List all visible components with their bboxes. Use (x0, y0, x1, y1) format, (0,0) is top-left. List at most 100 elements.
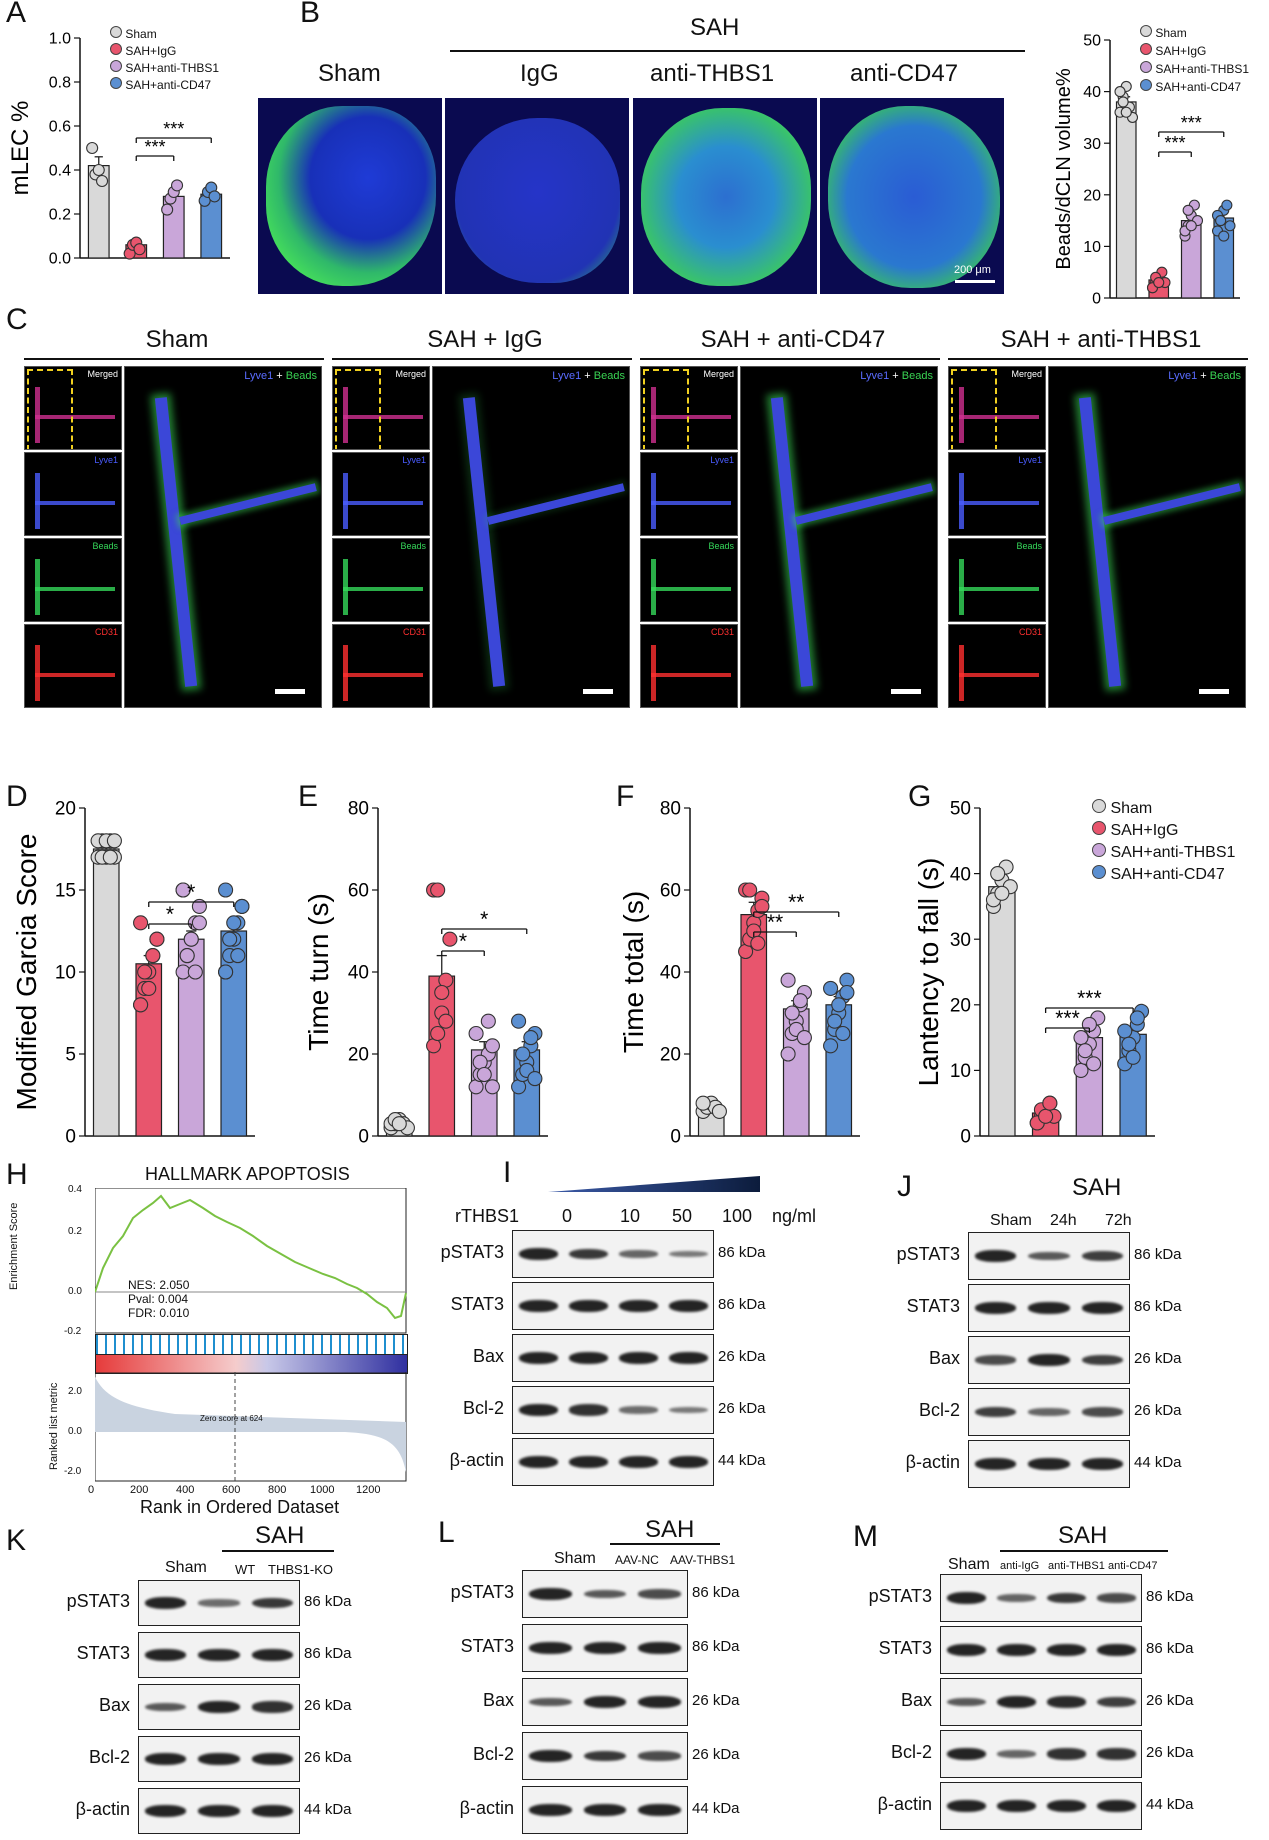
c-vessel-branch (651, 673, 731, 677)
blot-band (946, 1697, 986, 1707)
legend-dot-sham (1140, 25, 1152, 37)
b-img-title-cd47: anti-CD47 (850, 60, 959, 87)
data-point (1086, 1056, 1102, 1072)
c-vessel-branch (35, 501, 115, 505)
data-point (511, 1013, 527, 1029)
bar (1115, 101, 1137, 299)
blot-kda-label: 26 kDa (692, 1746, 740, 1763)
data-point (1073, 1062, 1089, 1078)
c-subpanel-label: Merged (703, 369, 734, 379)
y-tick-label: 0 (65, 1127, 76, 1148)
blot-row-label: Bcl-2 (462, 1398, 504, 1418)
c-group-rule (948, 358, 1248, 360)
blot-band (618, 1406, 658, 1414)
gsea-tick-4: -0.2 (64, 1326, 82, 1337)
c-vessel-branch-large (487, 483, 625, 525)
c-subpanel-merged: Merged (332, 366, 430, 450)
y-tick-label: 30 (950, 930, 971, 951)
panel-g-label: G (908, 780, 932, 813)
y-tick-label: 20 (950, 995, 971, 1016)
c-subpanel-cd31: CD31 (640, 624, 738, 708)
c-group-rule (24, 358, 324, 360)
bar (988, 886, 1016, 1137)
gsea-ranked-plot (95, 1372, 407, 1482)
data-point (226, 915, 242, 931)
b-image-igg (445, 98, 629, 294)
y-tick-label: 5 (65, 1045, 76, 1066)
y-axis-label: mLEC % (7, 101, 34, 196)
gsea-xtick: 400 (176, 1484, 195, 1496)
b-scale-bar (955, 280, 995, 283)
blot-band (529, 1750, 572, 1762)
blot-strip (512, 1282, 714, 1330)
blot-band (668, 1352, 708, 1364)
data-point (133, 915, 149, 931)
data-point (792, 993, 808, 1009)
blot-band (1028, 1302, 1070, 1314)
blot-row-label: Bcl-2 (88, 1747, 130, 1767)
gsea-pval: Pval: 0.004 (128, 1292, 189, 1306)
chart-e: 0 20 40 60 80 Time turn (s) * * (303, 799, 548, 1148)
y-tick-label: 1.0 (49, 31, 71, 48)
data-point (754, 898, 770, 914)
data-point (1215, 215, 1227, 227)
b-img-title-igg: IgG (520, 60, 559, 87)
blot-band (529, 1804, 572, 1816)
c-large-label-part: + (1197, 370, 1210, 382)
blot-band (518, 1456, 558, 1468)
blot-band (518, 1248, 558, 1260)
data-point (1153, 276, 1165, 289)
c-subpanel-label: Lyve1 (710, 455, 734, 465)
blot-band (996, 1750, 1036, 1758)
y-tick-label: 80 (348, 799, 369, 820)
blot-band (529, 1642, 572, 1654)
blot-row-label: Bax (482, 1690, 514, 1710)
data-point (218, 964, 234, 980)
data-point (823, 1038, 839, 1054)
blot-strip (512, 1386, 714, 1434)
c-vessel-branch (959, 415, 1039, 419)
c-vessel-branch-large (795, 483, 933, 525)
blot-band (583, 1804, 627, 1816)
blot-band (638, 1589, 681, 1599)
blot-band (996, 1696, 1036, 1708)
legend-dot-cd47 (1092, 865, 1106, 879)
blot-row-label: pSTAT3 (896, 1244, 960, 1264)
c-group-rule (640, 358, 940, 360)
gsea-xtick: 800 (268, 1484, 287, 1496)
blot-row-label: STAT3 (906, 1296, 960, 1316)
blot-band (1096, 1748, 1136, 1760)
gsea-xtick: 600 (222, 1484, 241, 1496)
data-point (1218, 230, 1230, 242)
data-point (175, 882, 191, 898)
blot-band (198, 1753, 240, 1765)
y-tick-label: 0.0 (49, 251, 71, 268)
blot-band (144, 1597, 187, 1609)
data-point (1120, 106, 1132, 118)
blot-band (1096, 1644, 1136, 1656)
y-tick-label: 50 (950, 799, 971, 820)
blot-band (198, 1649, 240, 1661)
blot-kda-label: 26 kDa (304, 1697, 352, 1714)
blot-kda-label: 26 kDa (304, 1749, 352, 1766)
c-vessel-branch (343, 587, 423, 591)
legend-dot-igg (110, 43, 122, 55)
panel-j-label: J (897, 1170, 912, 1203)
data-point (430, 882, 446, 898)
blot-band (144, 1649, 187, 1661)
legend-dot-thbs1 (1140, 61, 1152, 73)
data-point (208, 190, 221, 203)
y-tick-label: 60 (348, 881, 369, 902)
k-lane-wt: WT (235, 1562, 256, 1577)
data-point (234, 898, 250, 914)
c-vessel-branch (959, 501, 1039, 505)
blot-kda-label: 86 kDa (692, 1638, 740, 1655)
c-large-label-part: + (889, 370, 902, 382)
blot-row-label: Bax (98, 1695, 130, 1715)
data-point (1221, 199, 1233, 211)
y-tick-label: 10 (1083, 239, 1101, 256)
panel-m-label: M (853, 1520, 878, 1553)
blot-band (946, 1644, 986, 1656)
b-sah-line (450, 50, 1025, 52)
y-tick-label: 20 (1083, 187, 1101, 204)
